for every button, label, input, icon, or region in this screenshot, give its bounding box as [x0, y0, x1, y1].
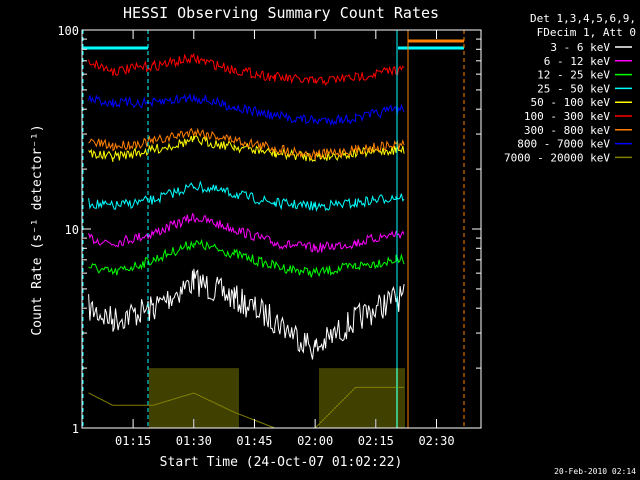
x-tick-label-1: 01:30: [176, 434, 212, 448]
legend-label-3: 25 - 50 keV: [537, 82, 610, 95]
legend-label-7: 800 - 7000 keV: [517, 138, 610, 151]
series-2: [88, 238, 405, 278]
x-axis-label: Start Time (24-Oct-07 01:02:22): [160, 455, 403, 470]
y-tick-label-1: 10: [65, 223, 79, 237]
series-8-bursts: [149, 368, 405, 428]
legend-label-6: 300 - 800 keV: [524, 124, 610, 137]
series-0: [88, 268, 405, 360]
series-layer: [88, 53, 405, 429]
x-tick-label-2: 01:45: [236, 434, 272, 448]
x-tick-label-0: 01:15: [115, 434, 151, 448]
legend-header-line-1: Det 1,3,4,5,6,9,: [530, 12, 636, 25]
y-tick-label-2: 100: [57, 24, 79, 38]
series-3: [88, 180, 405, 212]
legend-label-0: 3 - 6 keV: [550, 41, 610, 54]
legend-label-5: 100 - 300 keV: [524, 110, 610, 123]
legend-label-1: 6 - 12 keV: [544, 55, 611, 68]
x-tick-label-5: 02:30: [418, 434, 454, 448]
plot-frame: [81, 29, 482, 429]
series-8: [88, 386, 405, 429]
x-tick-label-4: 02:15: [358, 434, 394, 448]
legend-label-2: 12 - 25 keV: [537, 69, 610, 82]
legend-header-line-2: FDecim 1, Att 0: [537, 26, 636, 39]
series-1: [88, 212, 405, 253]
series-6: [88, 127, 405, 161]
timestamp-label: 20-Feb-2010 02:14: [554, 467, 636, 476]
y-axis-label: Count Rate (s⁻¹ detector⁻¹): [30, 124, 45, 335]
flags-layer: [82, 30, 465, 428]
x-tick-label-3: 02:00: [297, 434, 333, 448]
y-tick-label-0: 1: [72, 422, 79, 436]
legend-label-4: 50 - 100 keV: [531, 96, 611, 109]
series-4: [88, 135, 405, 163]
chart-title: HESSI Observing Summary Count Rates: [123, 4, 439, 22]
series-5: [88, 53, 405, 86]
legend-label-8: 7000 - 20000 keV: [504, 151, 610, 164]
series-7: [88, 92, 405, 127]
axes-layer: 01:15 01:30 01:45 02:00 02:15 02:30 1 10 100: [57, 24, 482, 448]
